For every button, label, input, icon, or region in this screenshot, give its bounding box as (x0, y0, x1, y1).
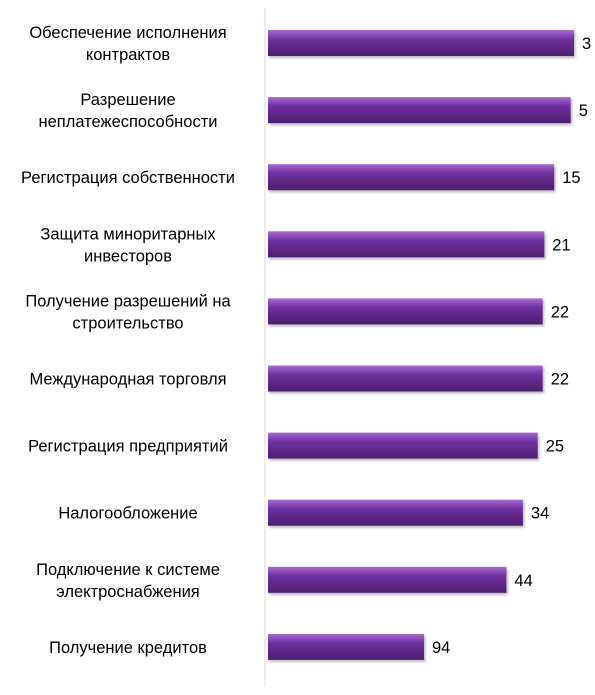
category-label: Подключение к системе электроснабжения (36, 561, 220, 601)
value-label: 5 (579, 102, 588, 120)
value-label: 44 (514, 572, 532, 590)
bar (268, 30, 574, 56)
bar (268, 365, 543, 392)
value-label: 3 (582, 35, 591, 53)
bar (268, 97, 571, 124)
category-label-line: Международная торговля (29, 371, 226, 389)
value-label: 15 (562, 169, 580, 187)
category-label: Разрешение неплатежеспособности (39, 91, 218, 131)
category-label-line: электроснабжения (56, 583, 199, 601)
value-label: 21 (552, 236, 570, 254)
category-label-line: Получение кредитов (49, 639, 207, 657)
value-label: 22 (551, 303, 569, 321)
category-label-line: Разрешение (80, 91, 175, 109)
value-label: 94 (432, 639, 450, 657)
category-label: Регистрация собственности (21, 169, 235, 187)
category-label-line: Налогообложение (58, 505, 197, 523)
value-label: 25 (546, 438, 564, 456)
category-label-line: Защита миноритарных (40, 225, 216, 243)
category-label-line: инвесторов (84, 247, 172, 265)
category-label-line: строительство (72, 314, 183, 332)
value-label: 22 (551, 371, 569, 389)
category-label: Получение разрешений на строительство (25, 292, 231, 332)
category-label: Регистрация предприятий (28, 438, 228, 456)
bar (268, 432, 538, 459)
category-label: Налогообложение (58, 505, 197, 523)
category-label-line: контрактов (86, 46, 171, 64)
bar (268, 298, 543, 325)
bar (268, 499, 523, 526)
bar (268, 633, 424, 660)
category-label-line: Обеспечение исполнения (29, 24, 226, 42)
category-label-line: Регистрация собственности (21, 169, 235, 187)
category-label: Получение кредитов (49, 639, 207, 657)
category-label: Обеспечение исполнения контрактов (29, 24, 226, 64)
bar (268, 231, 545, 258)
category-label-line: Подключение к системе (36, 561, 220, 579)
category-label-line: Получение разрешений на (25, 292, 231, 310)
bar (268, 164, 555, 191)
category-label-line: Регистрация предприятий (28, 438, 228, 456)
value-label: 34 (531, 505, 549, 523)
category-label-line: неплатежеспособности (39, 113, 218, 131)
category-label: Защита миноритарных инвесторов (40, 225, 216, 265)
category-label: Международная торговля (29, 371, 226, 389)
bar (268, 566, 507, 593)
